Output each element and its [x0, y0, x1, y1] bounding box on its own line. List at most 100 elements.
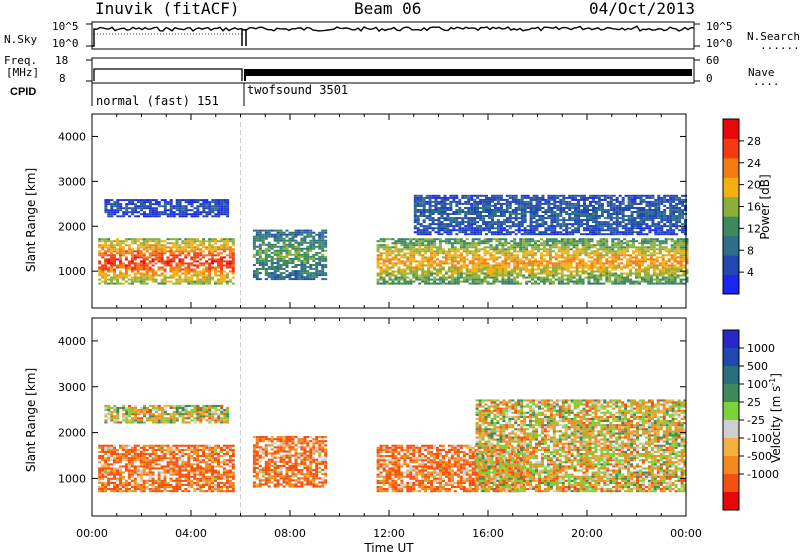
power-cell: [131, 211, 135, 214]
power-cell: [510, 258, 514, 261]
power-cell: [169, 205, 173, 208]
power-cell: [217, 205, 221, 208]
power-cell: [434, 223, 438, 226]
power-cell: [514, 200, 518, 203]
power-cell: [110, 209, 114, 212]
power-cell: [220, 238, 223, 241]
power-cell: [226, 209, 230, 212]
power-cell: [566, 278, 570, 281]
power-cell: [231, 242, 235, 245]
power-cell: [529, 229, 533, 232]
power-colorbar-swatch: [723, 138, 739, 159]
power-cell: [672, 233, 676, 236]
power-cell: [116, 207, 120, 210]
power-cell: [516, 272, 520, 275]
power-cell: [400, 250, 404, 253]
power-cell: [556, 207, 560, 209]
power-cell: [560, 248, 564, 251]
power-cell: [107, 266, 111, 269]
power-cell: [629, 282, 633, 285]
power-cell: [264, 243, 268, 246]
power-cell: [459, 246, 463, 249]
power-cell: [169, 207, 173, 210]
power-cell: [635, 248, 638, 251]
power-cell: [157, 282, 161, 285]
power-cell: [504, 280, 508, 283]
power-cell: [145, 274, 149, 277]
power-cell: [412, 242, 416, 245]
power-cell: [587, 254, 591, 257]
power-cell: [679, 266, 683, 269]
velocity-cell: [98, 444, 102, 447]
power-cell: [575, 280, 579, 283]
power-cell: [620, 282, 624, 285]
power-cell: [606, 233, 610, 236]
power-cell: [577, 231, 581, 234]
power-cell: [600, 202, 604, 205]
power-cell: [571, 202, 575, 205]
power-cell: [324, 243, 328, 246]
power-cell: [666, 221, 670, 224]
power-cell: [654, 233, 658, 236]
power-cell: [419, 204, 423, 207]
power-cell: [430, 254, 434, 257]
power-cell: [294, 264, 298, 266]
power-cell: [178, 274, 182, 277]
power-cell: [184, 262, 188, 265]
power-cell: [565, 213, 569, 215]
power-cell: [526, 233, 530, 236]
power-cell: [493, 202, 497, 205]
power-cell: [116, 201, 120, 204]
power-cell: [450, 270, 454, 273]
power-cell: [492, 250, 496, 253]
power-cell: [282, 278, 286, 281]
power-cell: [110, 256, 114, 259]
power-cell: [181, 205, 185, 208]
power-cell: [424, 274, 428, 277]
power-cell: [542, 244, 546, 247]
power-cell: [376, 264, 380, 267]
power-cell: [418, 250, 422, 253]
power-cell: [303, 259, 307, 262]
power-cell: [154, 211, 158, 214]
power-cell: [548, 256, 552, 259]
power-cell: [508, 213, 512, 215]
power-cell: [225, 272, 229, 275]
power-cell: [133, 274, 137, 277]
power-cell: [202, 278, 206, 281]
power-cell: [193, 199, 197, 202]
power-cell: [641, 270, 644, 273]
power-cell: [222, 246, 226, 249]
power-cell: [476, 231, 480, 234]
power-cell: [455, 196, 459, 199]
power-cell: [581, 250, 585, 253]
power-cell: [199, 254, 203, 257]
power-cell: [523, 227, 527, 230]
power-cell: [397, 260, 401, 263]
power-cell: [638, 246, 641, 249]
power-cell: [450, 268, 454, 271]
power-cell: [175, 266, 179, 269]
power-cell: [127, 250, 131, 253]
power-cell: [612, 198, 616, 201]
power-cell: [300, 229, 304, 232]
power-cell: [151, 258, 155, 261]
power-cell: [577, 223, 581, 226]
power-cell: [676, 246, 680, 249]
power-cell: [415, 274, 419, 277]
power-cell: [190, 274, 194, 277]
power-cell: [580, 225, 584, 228]
power-cell: [125, 203, 129, 206]
power-cell: [437, 196, 441, 199]
power-cell: [590, 264, 594, 267]
power-cell: [491, 219, 494, 222]
power-cell: [113, 201, 117, 204]
power-cell: [98, 278, 102, 281]
power-cell: [413, 219, 417, 222]
power-cell: [255, 272, 259, 275]
power-cell: [276, 241, 280, 244]
power-cell: [597, 194, 601, 197]
power-cell: [471, 278, 475, 281]
power-cell: [163, 262, 167, 265]
power-cell: [421, 278, 425, 281]
